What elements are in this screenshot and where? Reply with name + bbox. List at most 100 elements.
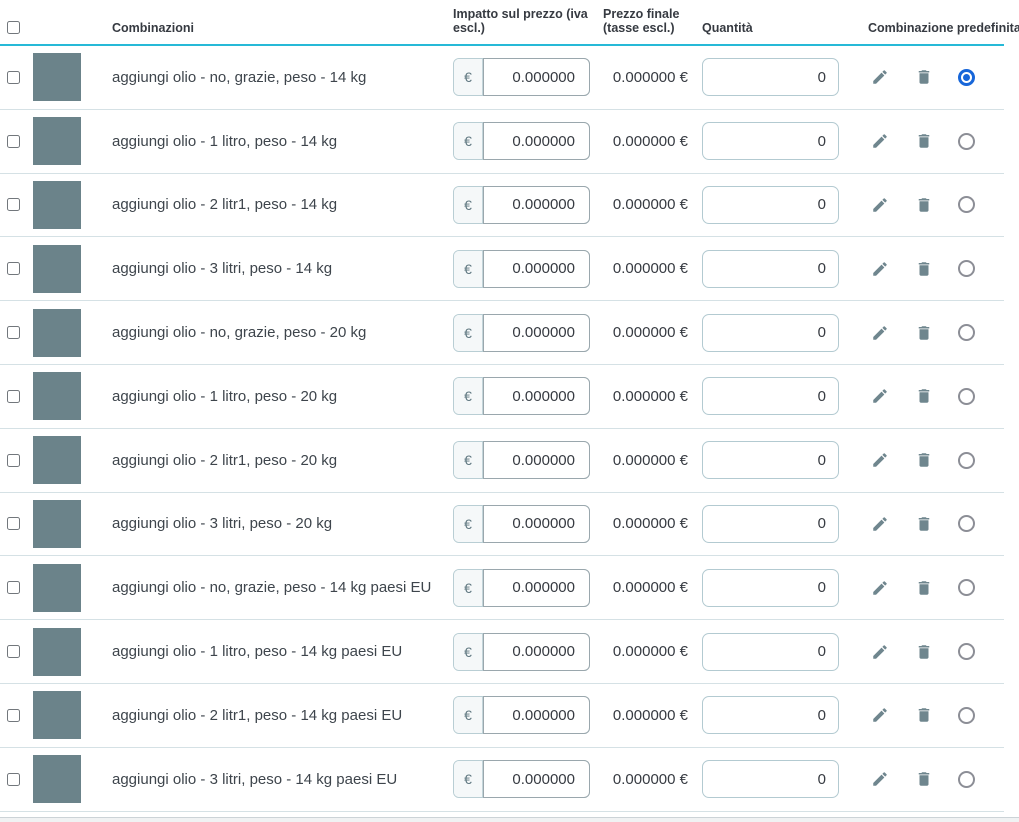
row-checkbox[interactable] [7,517,20,531]
default-combination-radio[interactable] [957,706,975,724]
price-impact-group: € [453,504,590,543]
edit-button[interactable] [870,705,890,725]
default-combination-radio[interactable] [957,260,975,278]
quantity-input[interactable] [702,632,839,671]
delete-button[interactable] [914,705,934,725]
price-impact-input[interactable] [483,760,590,799]
currency-prefix: € [454,761,483,798]
quantity-input[interactable] [702,185,839,224]
quantity-input[interactable] [702,58,839,97]
delete-button[interactable] [914,386,934,406]
edit-button[interactable] [870,131,890,151]
quantity-input[interactable] [702,696,839,735]
quantity-input[interactable] [702,122,839,161]
price-impact-input[interactable] [483,122,590,161]
delete-button[interactable] [914,578,934,598]
price-impact-group: € [453,313,590,352]
row-checkbox[interactable] [7,134,20,148]
row-checkbox[interactable] [7,581,20,595]
final-price-text: 0.000000 € [612,643,688,661]
price-impact-input[interactable] [483,632,590,671]
row-checkbox[interactable] [7,198,20,212]
default-combination-radio[interactable] [957,643,975,661]
edit-pencil-icon [872,772,887,786]
edit-pencil-icon [872,644,887,659]
row-checkbox[interactable] [7,772,20,786]
default-combination-radio[interactable] [957,324,975,342]
combination-label: aggiungi olio - 1 litro, peso - 20 kg [112,387,338,405]
trash-icon [918,134,929,148]
row-checkbox[interactable] [7,262,20,276]
default-combination-radio[interactable] [957,770,975,788]
edit-button[interactable] [870,450,890,470]
quantity-input[interactable] [702,313,839,352]
combination-row: aggiungi olio - 1 litro, peso - 20 kg € … [0,365,1004,429]
edit-button[interactable] [870,578,890,598]
price-impact-input[interactable] [483,696,590,735]
default-combination-radio[interactable] [957,451,975,469]
final-price-text: 0.000000 € [612,68,688,86]
price-impact-input[interactable] [483,185,590,224]
price-impact-group: € [453,696,590,735]
edit-button[interactable] [870,386,890,406]
quantity-input[interactable] [702,760,839,799]
price-impact-input[interactable] [483,441,590,480]
currency-prefix: € [454,633,483,670]
header-combinations: Combinazioni [112,21,194,35]
delete-button[interactable] [914,259,934,279]
quantity-input[interactable] [702,568,839,607]
default-combination-radio[interactable] [957,579,975,597]
delete-button[interactable] [914,67,934,87]
trash-icon [918,517,929,531]
price-impact-input[interactable] [483,58,590,97]
price-impact-input[interactable] [483,313,590,352]
edit-button[interactable] [870,67,890,87]
trash-icon [918,262,929,276]
default-combination-radio[interactable] [957,132,975,150]
header-price-impact: Impatto sul prezzo (iva escl.) [453,7,588,35]
default-combination-radio[interactable] [957,68,975,86]
quantity-input[interactable] [702,504,839,543]
row-checkbox[interactable] [7,708,20,722]
delete-button[interactable] [914,195,934,215]
combination-row: aggiungi olio - 2 litr1, peso - 14 kg pa… [0,684,1004,748]
trash-icon [918,581,929,595]
row-checkbox[interactable] [7,645,20,659]
edit-button[interactable] [870,514,890,534]
quantity-input[interactable] [702,249,839,288]
edit-pencil-icon [872,389,887,404]
edit-button[interactable] [870,259,890,279]
combination-row: aggiungi olio - 3 litri, peso - 14 kg pa… [0,748,1004,812]
edit-button[interactable] [870,769,890,789]
row-checkbox[interactable] [7,453,20,467]
trash-icon [918,70,929,85]
price-impact-input[interactable] [483,504,590,543]
row-checkbox[interactable] [7,326,20,340]
default-combination-radio[interactable] [957,515,975,533]
default-combination-radio[interactable] [957,196,975,214]
quantity-input[interactable] [702,377,839,416]
row-checkbox[interactable] [7,389,20,403]
combination-row: aggiungi olio - 2 litr1, peso - 14 kg € … [0,174,1004,238]
edit-button[interactable] [870,323,890,343]
price-impact-input[interactable] [483,568,590,607]
delete-button[interactable] [914,323,934,343]
edit-button[interactable] [870,195,890,215]
delete-button[interactable] [914,769,934,789]
edit-button[interactable] [870,642,890,662]
price-impact-input[interactable] [483,377,590,416]
edit-pencil-icon [872,262,887,276]
default-combination-radio[interactable] [957,387,975,405]
combination-label: aggiungi olio - 2 litr1, peso - 14 kg [112,196,338,214]
combination-thumbnail [33,117,81,166]
quantity-input[interactable] [702,441,839,480]
row-checkbox[interactable] [7,70,20,84]
price-impact-group: € [453,441,590,480]
delete-button[interactable] [914,450,934,470]
delete-button[interactable] [914,642,934,662]
price-impact-input[interactable] [483,249,590,288]
delete-button[interactable] [914,131,934,151]
price-impact-group: € [453,568,590,607]
delete-button[interactable] [914,514,934,534]
select-all-checkbox[interactable] [7,21,20,34]
